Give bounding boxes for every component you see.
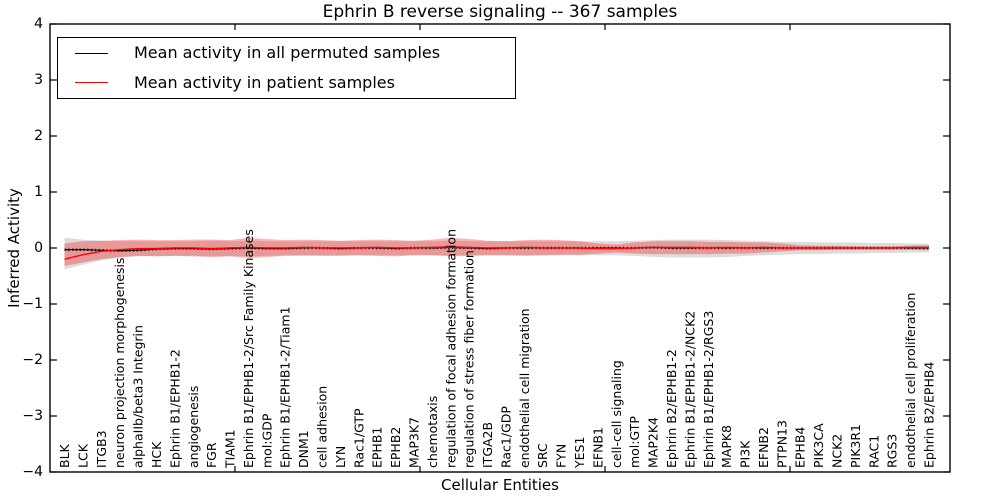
legend-label: Mean activity in patient samples <box>134 72 395 92</box>
x-tick-label: SRC <box>535 443 550 468</box>
x-tick-label: Ephrin B1/EPHB1-2 <box>167 349 182 468</box>
x-tick-label: ITGB3 <box>94 430 109 468</box>
x-tick-label: FYN <box>554 444 569 468</box>
x-tick-label: Ephrin B1/EPHB1-2/NCK2 <box>682 311 697 468</box>
x-tick-label: Ephrin B1/EPHB1-2/Tiam1 <box>278 306 293 468</box>
x-tick-label: HCK <box>149 441 164 468</box>
x-tick-label: EPHB1 <box>370 427 385 468</box>
x-tick-label: RGS3 <box>885 434 900 468</box>
x-tick-label: cell adhesion <box>315 386 330 468</box>
y-tick-label: −1 <box>22 296 43 312</box>
x-axis-label: Cellular Entities <box>441 476 559 494</box>
x-tick-label: YES1 <box>572 437 587 469</box>
y-tick-label: 3 <box>34 72 43 88</box>
x-tick-label: EPHB2 <box>388 427 403 468</box>
x-tick-label: NCK2 <box>830 434 845 468</box>
x-tick-label: PI3K <box>738 440 753 468</box>
x-tick-label: FGR <box>204 442 219 468</box>
legend-label: Mean activity in all permuted samples <box>134 43 441 63</box>
y-tick-label: 2 <box>34 128 43 144</box>
x-tick-label: MAP3K7 <box>406 417 421 468</box>
y-tick-label: −2 <box>22 352 43 368</box>
x-tick-label: regulation of focal adhesion formation <box>443 229 458 468</box>
x-tick-label: RAC1 <box>866 435 881 468</box>
permuted-samples-range-band <box>64 237 929 270</box>
x-tick-label: ITGA2B <box>480 422 495 468</box>
x-tick-label: EPHB4 <box>793 427 808 468</box>
x-tick-label: LYN <box>333 446 348 468</box>
x-tick-label: LCK <box>75 443 90 468</box>
y-tick-label: −4 <box>22 464 43 480</box>
legend: Mean activity in all permuted samples Mea… <box>57 37 516 99</box>
x-tick-label: PIK3R1 <box>848 424 863 468</box>
x-tick-label: mol:GDP <box>259 413 274 468</box>
x-tick-label: DNM1 <box>296 430 311 468</box>
y-tick-label: 0 <box>34 240 43 256</box>
x-tick-label: Ephrin B2/EPHB4 <box>922 362 937 468</box>
chart-title: Ephrin B reverse signaling -- 367 sample… <box>322 2 678 22</box>
x-tick-label: regulation of stress fiber formation <box>462 250 477 468</box>
x-tick-label: Rac1/GTP <box>351 408 366 468</box>
patient-mean-line <box>64 246 929 260</box>
legend-item: Mean activity in patient samples <box>58 69 515 97</box>
x-tick-label: mol:GTP <box>627 416 642 468</box>
x-tick-label: EFNB2 <box>756 427 771 468</box>
x-tick-label: Rac1/GDP <box>498 406 513 468</box>
x-tick-label: MAP2K4 <box>646 417 661 468</box>
y-tick-label: −3 <box>22 408 43 424</box>
x-tick-label: Ephrin B1/EPHB1-2/RGS3 <box>701 311 716 468</box>
legend-item: Mean activity in all permuted samples <box>58 39 515 67</box>
x-tick-label: chemotaxis <box>425 396 440 468</box>
x-tick-label: BLK <box>57 443 72 468</box>
x-tick-label: endothelial cell proliferation <box>903 293 918 468</box>
x-tick-label: EFNB1 <box>590 427 605 468</box>
legend-line-sample <box>75 52 108 54</box>
x-tick-label: Ephrin B1/EPHB1-2/Src Family Kinases <box>241 229 256 468</box>
x-tick-label: endothelial cell migration <box>517 308 532 468</box>
x-tick-label: alphaIIb/beta3 Integrin <box>131 325 146 468</box>
y-tick-label: 4 <box>34 16 43 32</box>
x-tick-label: MAPK8 <box>719 425 734 468</box>
x-tick-label: PIK3CA <box>811 423 826 468</box>
patient-samples-range-band <box>64 237 929 266</box>
x-tick-label: Ephrin B2/EPHB1-2 <box>664 349 679 468</box>
y-tick-label: 1 <box>34 184 43 200</box>
x-tick-label: PTPN13 <box>774 420 789 468</box>
x-tick-label: cell-cell signaling <box>609 360 624 468</box>
x-tick-label: neuron projection morphogenesis <box>112 257 127 468</box>
x-tick-label: angiogenesis <box>186 386 201 468</box>
x-tick-label: TIAM1 <box>223 429 238 469</box>
legend-line-sample <box>75 82 108 84</box>
